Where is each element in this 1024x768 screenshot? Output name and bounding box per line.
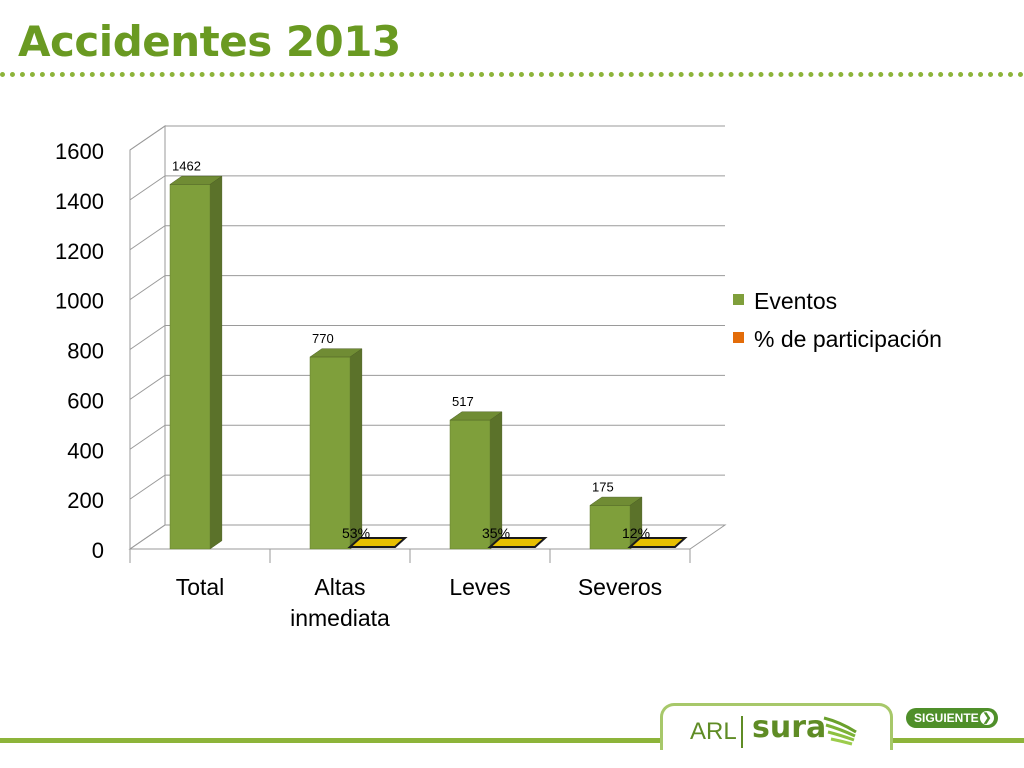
- x-tick-label: inmediata: [290, 605, 390, 631]
- data-label-eventos: 1462: [172, 158, 201, 173]
- bar-eventos-side: [209, 175, 223, 550]
- gridline: [129, 325, 725, 350]
- bar-eventos-top: [589, 496, 643, 506]
- data-label-eventos: 517: [452, 394, 474, 409]
- next-button[interactable]: SIGUIENTE ❯: [906, 708, 998, 728]
- bar-eventos-top: [449, 411, 503, 421]
- bar-eventos-front: [449, 419, 491, 550]
- logo-arl-text: ARL: [690, 718, 737, 745]
- gridline: [129, 175, 725, 201]
- legend-swatch: [733, 332, 744, 343]
- data-label-eventos: 770: [312, 331, 334, 346]
- gridline: [129, 424, 725, 450]
- x-tick-label: Leves: [449, 574, 510, 600]
- data-label-participacion: 53%: [342, 525, 370, 541]
- bar-eventos-front: [309, 356, 351, 550]
- sura-wings-icon: [823, 716, 857, 746]
- bar-eventos-side: [349, 348, 363, 550]
- y-tick-label: 600: [67, 388, 104, 413]
- y-tick-label: 1600: [55, 139, 104, 164]
- gridline: [129, 474, 725, 500]
- data-label-participacion: 12%: [622, 525, 650, 541]
- y-tick-label: 1200: [55, 239, 104, 264]
- footer-logo-tab: [660, 703, 893, 750]
- gridline: [129, 275, 725, 301]
- x-tick-label: Altas: [314, 574, 365, 600]
- gridline: [129, 374, 725, 400]
- data-label-eventos: 175: [592, 479, 614, 494]
- footer-bar: [0, 738, 1024, 743]
- bar-participacion: [487, 537, 548, 548]
- x-tick-label: Total: [176, 574, 225, 600]
- bar-eventos-front: [589, 505, 631, 550]
- data-label-participacion: 35%: [482, 525, 510, 541]
- bar-chart: 0 200 400 600 800 1000 1200 1400 1600 Total Altas i…: [55, 125, 942, 631]
- logo-separator: [741, 716, 743, 748]
- legend-label: % de participación: [754, 326, 942, 352]
- y-tick-label: 1400: [55, 189, 104, 214]
- bar-eventos-top: [309, 348, 363, 358]
- legend-swatch: [733, 294, 744, 305]
- title-divider: [0, 72, 1024, 77]
- x-tick-label: Severos: [578, 574, 662, 600]
- legend-label: Eventos: [754, 288, 837, 314]
- y-tick-label: 200: [67, 488, 104, 513]
- chevron-right-icon: ❯: [980, 711, 994, 725]
- y-tick-label: 800: [67, 339, 104, 364]
- y-tick-label: 0: [92, 538, 104, 563]
- gridline: [129, 524, 725, 550]
- gridline: [129, 225, 725, 251]
- bar-participacion: [627, 537, 688, 548]
- slide-title: Accidentes 2013: [18, 17, 401, 66]
- bar-participacion: [347, 537, 408, 548]
- y-tick-label: 1000: [55, 289, 104, 314]
- next-button-label: SIGUIENTE: [914, 711, 979, 725]
- bar-eventos-front: [169, 184, 211, 550]
- bar-eventos-top: [169, 175, 223, 185]
- y-tick-label: 400: [67, 438, 104, 463]
- gridline: [129, 125, 725, 151]
- logo-sura-text: sura: [752, 710, 827, 745]
